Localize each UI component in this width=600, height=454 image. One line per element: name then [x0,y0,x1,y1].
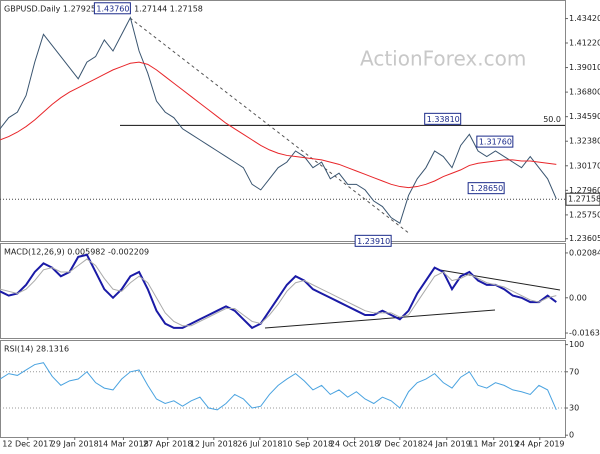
y-tick-label: -0.016389 [569,329,600,338]
y-tick-label: 100 [569,340,584,349]
annotation-label: 1.43760 [96,4,129,13]
level-label: 50.0 [543,115,561,124]
y-tick-label: 1.34590 [569,112,600,121]
y-tick-label: 30 [569,404,579,413]
y-tick-label: 1.43420 [569,14,600,23]
series-line [0,61,557,189]
x-tick-label: 29 Jan 2018 [51,440,99,449]
annotation-box [354,234,392,247]
x-tick-label: 24 Apr 2019 [515,440,564,449]
annotation-box [467,182,505,195]
annotation-label: 1.33810 [427,115,460,124]
series-line [0,258,557,327]
x-tick-label: 24 Oct 2018 [330,440,379,449]
x-tick-label: 24 Jan 2019 [423,440,471,449]
rsi-frame [0,340,566,438]
y-tick-label: 0.020848 [569,248,600,257]
series-line [0,253,557,330]
y-tick-label: 1.32380 [569,137,600,146]
annotation-box [476,135,514,148]
y-tick-label: 1.25750 [569,210,600,219]
y-tick-label: 1.39010 [569,63,600,72]
last-price-tag [565,192,600,206]
y-tick-label: 1.27960 [569,186,600,195]
last-price-label: 1.27158 [568,195,600,204]
watermark: ActionForex.com [360,47,526,71]
annotation-box [424,112,462,125]
y-tick-label: 1.36800 [569,88,600,97]
x-tick-label: 10 Sep 2018 [282,440,333,449]
y-tick-label: 1.41220 [569,39,600,48]
x-tick-label: 11 Mar 2019 [468,440,519,449]
annotation-label: 1.31760 [479,138,512,147]
x-tick-label: 12 Jun 2018 [190,440,238,449]
x-tick-label: 12 Dec 2017 [2,440,53,449]
x-tick-label: 26 Jul 2018 [237,440,282,449]
x-tick-label: 14 Mar 2018 [98,440,149,449]
y-tick-label: 1.23605 [569,234,600,243]
x-tick-label: 27 Apr 2018 [143,440,192,449]
panel-title: RSI(14) 28.1316 [4,345,69,354]
price-frame [0,0,566,242]
macd-trend-line [264,309,496,329]
annotation-box [93,2,131,15]
trend-line [129,17,411,235]
series-line [0,362,557,411]
y-tick-label: 70 [569,367,579,376]
x-tick-label: 7 Dec 2018 [377,440,423,449]
annotation-label: 1.28650 [470,184,503,193]
panel-title: MACD(12,26,9) 0.005982 -0.002209 [4,248,149,257]
annotation-label: 1.23910 [357,237,390,246]
series-line [0,16,557,224]
y-tick-label: 1.30170 [569,161,600,170]
y-tick-label: 0 [569,431,574,440]
macd-trend-line [439,269,561,291]
y-tick-label: 0.00 [569,293,587,302]
